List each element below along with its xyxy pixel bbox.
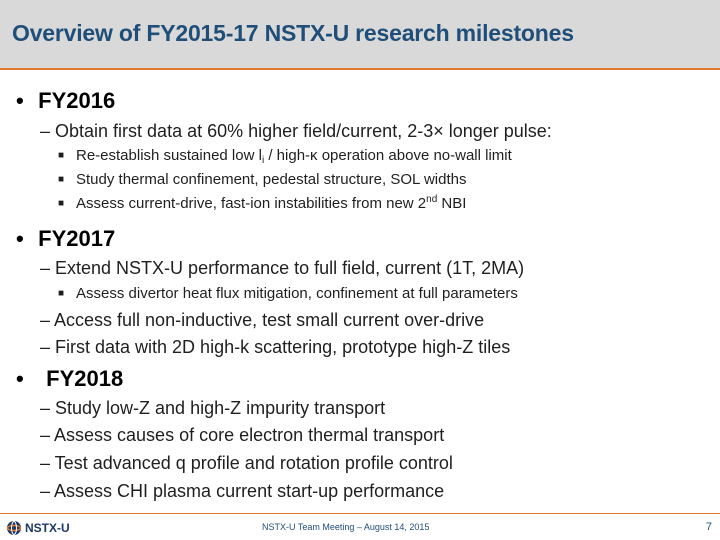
bullet-fy2018: • FY2018 <box>16 366 123 392</box>
fy2018-sub-4: – Assess CHI plasma current start-up per… <box>40 481 445 501</box>
square-bullet-icon: ■ <box>58 288 65 299</box>
bullet-dot-icon: • <box>16 366 24 391</box>
square-bullet-icon: ■ <box>58 150 65 161</box>
logo-text: NSTX-U <box>25 521 70 535</box>
fy2016-item-3: ■ Assess current-drive, fast-ion instabil… <box>58 194 467 213</box>
fy2017-heading: FY2017 <box>38 226 116 251</box>
fy2018-sub-1: – Study low-Z and high-Z impurity transp… <box>40 398 386 418</box>
fy2018-sub-3: – Test advanced q profile and rotation p… <box>40 453 453 473</box>
square-bullet-icon: ■ <box>58 198 65 209</box>
fy2016-sub: – Obtain first data at 60% higher field/… <box>40 121 552 141</box>
nstx-u-logo: NSTX-U <box>6 519 70 537</box>
fy2017-sub-1: – Extend NSTX-U performance to full fiel… <box>40 258 525 278</box>
fy2016-item-1: ■ Re-establish sustained low li / high-κ … <box>58 147 512 166</box>
fy2018-heading: FY2018 <box>46 366 124 391</box>
slide-title: Overview of FY2015-17 NSTX-U research mi… <box>12 20 574 46</box>
page-number: 7 <box>705 521 712 533</box>
bullet-dot-icon: • <box>16 226 24 251</box>
fy2017-item-1: ■ Assess divertor heat flux mitigation, c… <box>58 285 518 302</box>
bullet-fy2016: • FY2016 <box>16 88 115 114</box>
title-bar: Overview of FY2015-17 NSTX-U research mi… <box>0 0 720 70</box>
fy2018-sub-2: – Assess causes of core electron thermal… <box>40 425 445 445</box>
bullet-fy2017: • FY2017 <box>16 226 115 252</box>
bullet-dot-icon: • <box>16 88 24 113</box>
fy2017-sub-3: – First data with 2D high-k scattering, … <box>40 337 511 357</box>
fy2017-sub-2: – Access full non-inductive, test small … <box>40 310 485 330</box>
fy2016-item-2: ■ Study thermal confinement, pedestal str… <box>58 171 467 188</box>
nstx-logo-icon <box>6 521 22 535</box>
footer-meeting: NSTX-U Team Meeting – August 14, 2015 <box>262 522 430 532</box>
square-bullet-icon: ■ <box>58 174 65 185</box>
fy2016-heading: FY2016 <box>38 88 116 113</box>
footer-divider <box>0 513 720 514</box>
